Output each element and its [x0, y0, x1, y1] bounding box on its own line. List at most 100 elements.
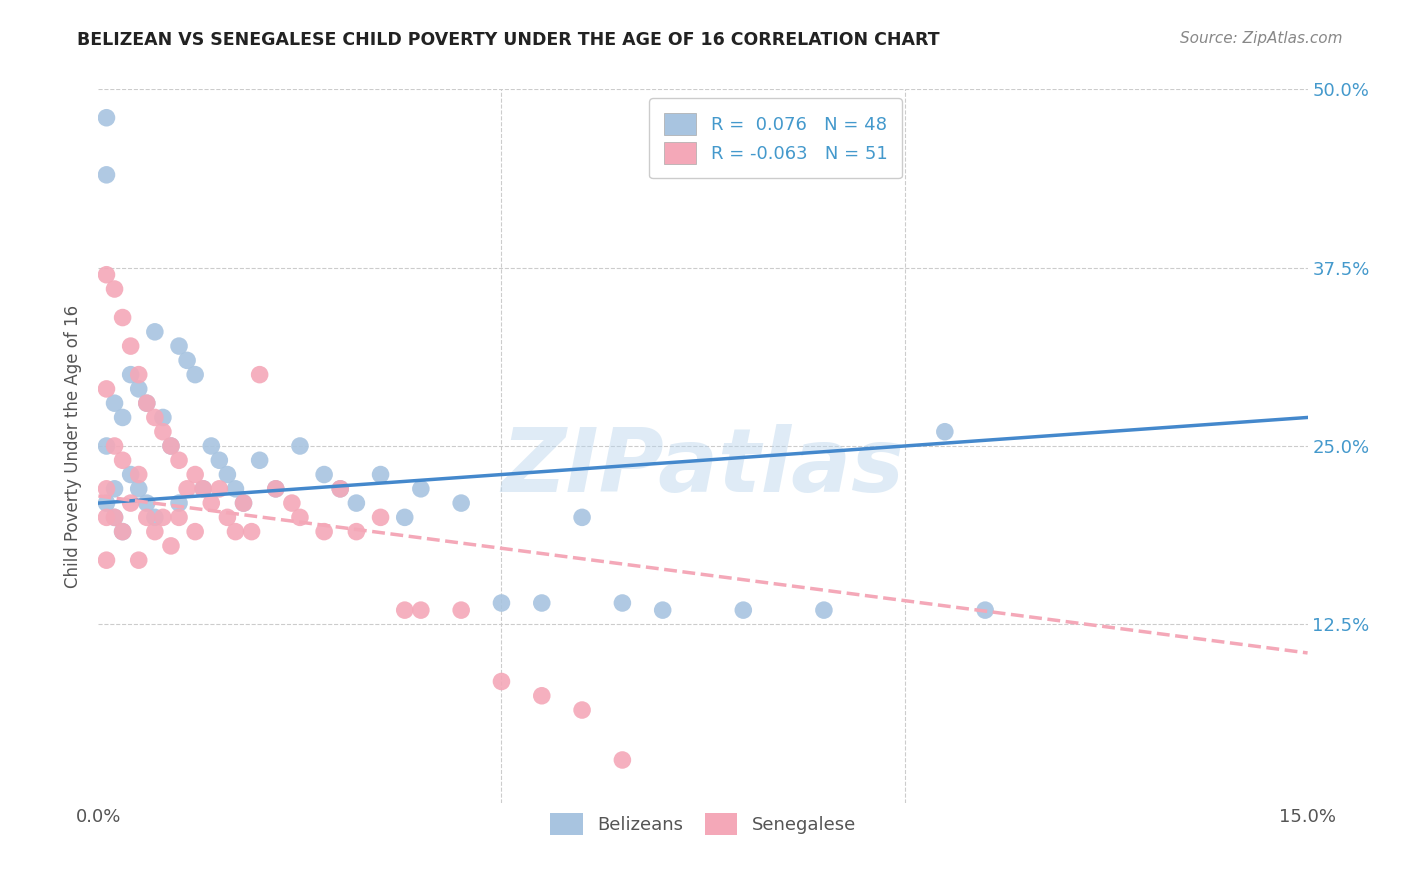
Point	[232, 496, 254, 510]
Point	[208, 482, 231, 496]
Point	[288, 439, 311, 453]
Point	[111, 410, 134, 425]
Point	[208, 453, 231, 467]
Point	[344, 524, 367, 539]
Point	[167, 496, 190, 510]
Point	[370, 467, 392, 482]
Point	[217, 510, 239, 524]
Point	[409, 482, 432, 496]
Point	[651, 603, 673, 617]
Point	[612, 596, 634, 610]
Point	[143, 510, 166, 524]
Point	[200, 496, 222, 510]
Point	[288, 510, 311, 524]
Point	[370, 510, 392, 524]
Point	[409, 603, 432, 617]
Point	[167, 339, 190, 353]
Point	[193, 482, 215, 496]
Point	[571, 703, 593, 717]
Point	[329, 482, 352, 496]
Point	[111, 524, 134, 539]
Point	[96, 168, 118, 182]
Point	[120, 339, 142, 353]
Point	[103, 510, 125, 524]
Point	[813, 603, 835, 617]
Point	[200, 439, 222, 453]
Point	[329, 482, 352, 496]
Point	[143, 410, 166, 425]
Point	[224, 482, 246, 496]
Point	[184, 524, 207, 539]
Point	[612, 753, 634, 767]
Point	[160, 439, 183, 453]
Point	[152, 425, 174, 439]
Point	[135, 396, 157, 410]
Point	[249, 453, 271, 467]
Point	[450, 603, 472, 617]
Point	[314, 524, 336, 539]
Point	[217, 467, 239, 482]
Point	[96, 553, 118, 567]
Point	[232, 496, 254, 510]
Point	[128, 382, 150, 396]
Point	[120, 368, 142, 382]
Point	[111, 524, 134, 539]
Point	[491, 674, 513, 689]
Point	[264, 482, 287, 496]
Point	[264, 482, 287, 496]
Point	[135, 510, 157, 524]
Point	[103, 282, 125, 296]
Point	[394, 510, 416, 524]
Point	[135, 496, 157, 510]
Point	[120, 496, 142, 510]
Legend: Belizeans, Senegalese: Belizeans, Senegalese	[541, 804, 865, 844]
Point	[103, 439, 125, 453]
Point	[120, 467, 142, 482]
Point	[281, 496, 304, 510]
Point	[103, 396, 125, 410]
Point	[128, 482, 150, 496]
Y-axis label: Child Poverty Under the Age of 16: Child Poverty Under the Age of 16	[65, 304, 83, 588]
Point	[167, 510, 190, 524]
Point	[491, 596, 513, 610]
Point	[111, 453, 134, 467]
Point	[103, 510, 125, 524]
Point	[96, 382, 118, 396]
Point	[240, 524, 263, 539]
Point	[128, 467, 150, 482]
Point	[143, 325, 166, 339]
Text: ZIPatlas: ZIPatlas	[502, 424, 904, 511]
Point	[176, 353, 198, 368]
Point	[111, 310, 134, 325]
Point	[974, 603, 997, 617]
Point	[160, 439, 183, 453]
Point	[571, 510, 593, 524]
Point	[135, 396, 157, 410]
Text: Source: ZipAtlas.com: Source: ZipAtlas.com	[1180, 31, 1343, 46]
Point	[530, 596, 553, 610]
Point	[152, 510, 174, 524]
Point	[934, 425, 956, 439]
Point	[167, 453, 190, 467]
Point	[224, 524, 246, 539]
Point	[184, 368, 207, 382]
Point	[103, 482, 125, 496]
Point	[344, 496, 367, 510]
Point	[96, 496, 118, 510]
Point	[530, 689, 553, 703]
Point	[394, 603, 416, 617]
Point	[96, 439, 118, 453]
Point	[96, 268, 118, 282]
Point	[143, 524, 166, 539]
Point	[733, 603, 755, 617]
Point	[450, 496, 472, 510]
Point	[96, 111, 118, 125]
Point	[128, 553, 150, 567]
Text: BELIZEAN VS SENEGALESE CHILD POVERTY UNDER THE AGE OF 16 CORRELATION CHART: BELIZEAN VS SENEGALESE CHILD POVERTY UND…	[77, 31, 941, 49]
Point	[96, 510, 118, 524]
Point	[152, 410, 174, 425]
Point	[176, 482, 198, 496]
Point	[96, 482, 118, 496]
Point	[128, 368, 150, 382]
Point	[160, 539, 183, 553]
